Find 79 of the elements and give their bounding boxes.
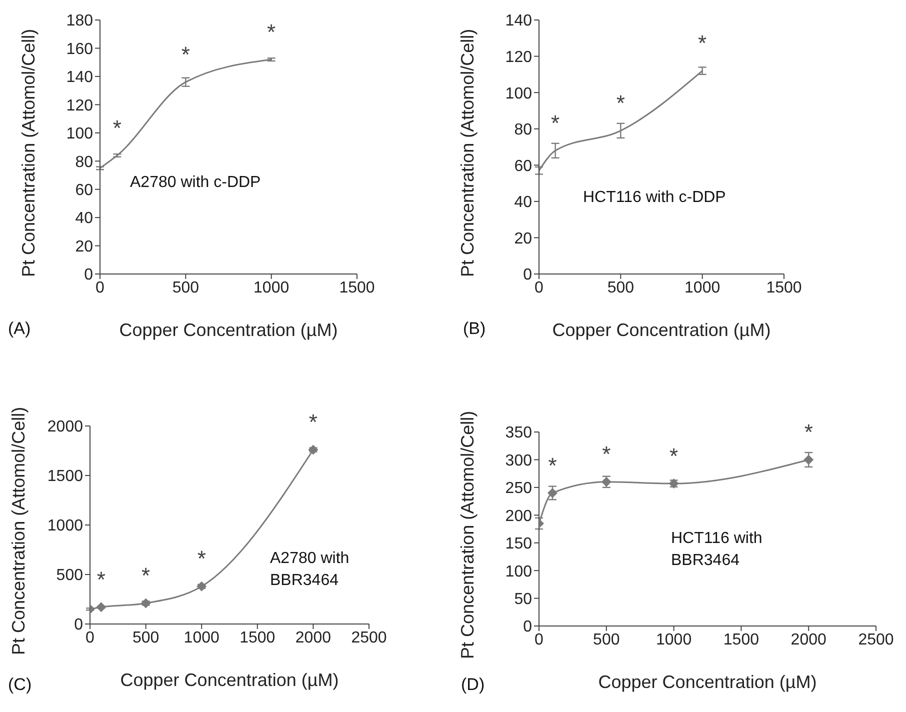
y-tick-label: 100 [505,563,532,580]
y-tick-label: 2000 [47,418,84,436]
y-tick-label: 160 [66,40,94,58]
y-tick-label: 20 [514,230,532,248]
annotation: * [602,442,612,467]
annotation: A2780 with c-DDP [130,173,261,193]
annotation: A2780 with BBR3464 [270,549,350,591]
x-tick-label: 1500 [766,279,802,296]
annotation: * [308,410,318,435]
y-tick-label: 0 [523,266,532,284]
y-tick-label: 140 [66,69,94,86]
y-tick-label: 40 [514,194,532,212]
y-tick-label: 0 [84,266,94,284]
y-axis-title: Pt Concentration (Attomol/Cell) [18,28,38,277]
y-tick-label: 150 [505,536,532,553]
annotation: * [96,566,106,592]
y-tick-label: 60 [75,182,94,200]
y-tick-label: 120 [66,97,94,114]
y-axis-title: Pt Concentration (Attomol/Cell) [457,410,478,659]
x-tick-label: 2000 [790,631,826,648]
x-tick-label: 1000 [684,279,720,296]
x-tick-label: 0 [534,279,544,296]
x-axis-title: Copper Concentration (µM) [552,320,771,340]
annotation: * [267,19,276,44]
y-axis-title: Pt Concentration (Attomol/Cell) [8,406,28,655]
x-axis-title: Copper Concentration (µM) [120,670,339,690]
text: (B) [463,318,486,340]
y-tick-label: 300 [505,452,532,470]
y-tick-label: 80 [514,122,532,139]
text: (A) [8,318,31,340]
annotation: * [804,420,814,445]
x-tick-label: 2500 [858,631,894,648]
y-tick-label: 1500 [47,468,84,486]
x-tick-label: 1000 [254,279,290,296]
annotation: * [142,563,151,588]
x-axis-title: Copper Concentration (µM) [598,672,817,692]
x-tick-label: 1000 [656,631,692,648]
y-tick-label: 50 [514,590,532,608]
y-tick-label: 350 [505,424,532,442]
annotation: * [548,452,558,478]
x-tick-label: 1500 [240,629,276,646]
y-tick-label: 250 [505,480,532,498]
y-tick-label: 80 [75,154,94,171]
y-tick-label: 20 [75,238,94,256]
y-tick-label: 100 [66,126,94,143]
annotation: * [698,30,708,56]
annotation: HCT116 with c-DDP [583,188,726,208]
annotation: * [112,115,122,140]
annotation: * [670,443,679,468]
x-tick-label: 500 [607,279,634,296]
x-tick-label: 500 [593,631,620,648]
y-tick-label: 140 [505,12,532,30]
y-tick-label: 100 [505,85,532,102]
x-tick-label: 2500 [351,629,387,646]
x-tick-label: 1500 [723,631,760,648]
text: (C) [8,674,32,696]
y-axis-title: Pt Concentration (Attomol/Cell) [457,28,478,277]
annotation: * [551,110,560,136]
x-tick-label: 0 [534,631,544,648]
y-tick-label: 180 [66,12,94,30]
annotation: HCT116 with BBR3464 [671,529,762,571]
x-tick-label: 500 [132,629,160,646]
annotation: * [197,546,206,572]
x-tick-label: 0 [96,279,105,296]
y-tick-label: 60 [514,158,532,175]
x-tick-label: 2000 [295,629,332,646]
y-tick-label: 500 [56,567,84,584]
annotation: * [616,90,626,116]
x-axis-title: Copper Concentration (µM) [119,320,338,340]
y-tick-label: 1000 [47,518,84,535]
x-tick-label: 1500 [339,279,375,296]
x-tick-label: 500 [172,279,200,296]
annotation: * [181,42,190,67]
x-tick-label: 1000 [184,629,220,646]
y-tick-label: 120 [505,48,532,66]
y-tick-label: 0 [74,616,84,634]
text: (D) [461,674,485,696]
y-tick-label: 200 [505,508,532,525]
y-tick-label: 40 [75,210,94,228]
